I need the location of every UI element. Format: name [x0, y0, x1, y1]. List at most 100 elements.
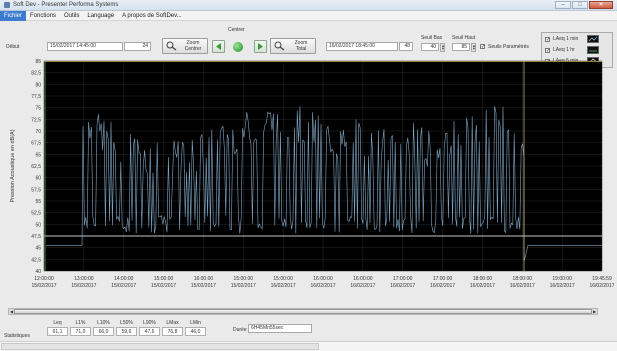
- x-tick-time: 18:00:00: [473, 276, 493, 282]
- stat-header: LMin: [190, 320, 201, 326]
- y-tick-label: 65: [35, 152, 41, 158]
- maximize-button[interactable]: □: [572, 1, 588, 9]
- start-count-field[interactable]: 24: [124, 42, 151, 51]
- menu-language[interactable]: Language: [87, 12, 115, 19]
- x-tick-date: 15/02/2017: [151, 283, 176, 289]
- x-tick-date: 16/02/2017: [510, 283, 535, 289]
- stat-leq: Leq 61,1: [47, 319, 68, 336]
- line-swatch-icon[interactable]: [587, 35, 599, 43]
- y-tick-label: 40: [35, 269, 41, 275]
- zoom-total-text: Zoom Total: [294, 40, 308, 52]
- zoom-total-button[interactable]: Zoom Total: [270, 38, 316, 54]
- previous-button[interactable]: [212, 40, 225, 53]
- x-tick-time: 17:00:00: [433, 276, 453, 282]
- duration-label: Durée: [233, 327, 247, 333]
- stat-l10: L10% 66,0: [93, 319, 114, 336]
- y-tick-label: 60: [35, 176, 41, 182]
- x-tick-time: 16:00:00: [313, 276, 333, 282]
- low-threshold-spinner[interactable]: ▲ ▼: [440, 43, 445, 52]
- y-tick-label: 47,5: [31, 234, 41, 240]
- legend-item-laeq-1min[interactable]: ✓ LAeq 1 min: [545, 35, 599, 43]
- zoom-out-button[interactable]: Zoom Centrer: [162, 38, 208, 54]
- stat-header: L50%: [120, 320, 133, 326]
- stat-l1: L1% 71,0: [70, 319, 91, 336]
- high-threshold-spinner[interactable]: ▲ ▼: [471, 43, 476, 52]
- scrollbar-thumb[interactable]: [14, 309, 592, 314]
- x-tick-date: 15/02/2017: [111, 283, 136, 289]
- y-tick-label: 67,5: [31, 141, 41, 147]
- start-datetime-field[interactable]: 15/02/2017 14:45:00: [47, 42, 123, 51]
- end-count-field[interactable]: 48: [399, 42, 413, 51]
- status-bar: [0, 341, 617, 351]
- threshold-checkbox[interactable]: ✓: [480, 44, 486, 50]
- x-tick-date: 16/02/2017: [430, 283, 455, 289]
- x-tick-time: 12:00:00: [34, 276, 54, 282]
- menu-fichier[interactable]: Fichier: [0, 10, 27, 21]
- x-tick-time: 16:00:00: [194, 276, 214, 282]
- x-tick-time: 16:00:00: [353, 276, 373, 282]
- scroll-left-icon[interactable]: ◀: [9, 309, 14, 314]
- y-tick-label: 85: [35, 59, 41, 65]
- window-title: Soft Dev - Presenter Performa Systems: [13, 2, 119, 8]
- stat-value: 61,1: [47, 327, 68, 336]
- arrow-right-icon: [258, 43, 263, 50]
- title-bar: Soft Dev - Presenter Performa Systems – …: [0, 0, 617, 11]
- high-threshold-field[interactable]: 85: [452, 43, 470, 51]
- close-button[interactable]: ✕: [589, 1, 613, 9]
- y-tick-label: 72,5: [31, 117, 41, 123]
- x-tick-time: 15:00:00: [234, 276, 254, 282]
- chart-svg[interactable]: 85 82,5 80 77,5 75 72,5 70 67,5 65 62,5 60 57,5 55 52…: [4, 59, 614, 309]
- y-tick-label: 77,5: [31, 94, 41, 100]
- stat-l50: L50% 59,6: [116, 319, 137, 336]
- line-swatch-icon[interactable]: [587, 46, 599, 54]
- stat-value: 76,8: [162, 327, 183, 336]
- magnifier-icon: [274, 41, 286, 51]
- arrow-left-icon: [216, 43, 221, 50]
- center-button[interactable]: [233, 42, 243, 52]
- x-tick-time: 17:00:00: [393, 276, 413, 282]
- x-tick-date: 16/02/2017: [550, 283, 575, 289]
- end-datetime-field[interactable]: 16/02/2017 18:45:00: [326, 42, 398, 51]
- stat-header: Leq: [53, 320, 62, 326]
- y-tick-label: 80: [35, 82, 41, 88]
- menu-about[interactable]: A propos de SoftDev...: [122, 12, 182, 19]
- legend-checkbox[interactable]: ✓: [545, 47, 551, 54]
- x-tick-time: 15:00:00: [154, 276, 174, 282]
- x-tick-time: 18:00:00: [513, 276, 533, 282]
- horizontal-scrollbar[interactable]: ◀ ▶: [8, 308, 598, 315]
- y-tick-label: 70: [35, 129, 41, 135]
- control-bar: Début 15/02/2017 14:45:00 24 Zoom Centrer…: [0, 21, 617, 61]
- minimize-button[interactable]: –: [555, 1, 571, 9]
- x-tick-date: 16/02/2017: [350, 283, 375, 289]
- stat-header: L90%: [143, 320, 156, 326]
- x-tick-date: 16/02/2017: [589, 283, 614, 289]
- menu-fonctions[interactable]: Fonctions: [30, 12, 57, 19]
- y-tick-label: 45: [35, 246, 41, 252]
- x-tick-date: 15/02/2017: [191, 283, 216, 289]
- stat-l90: L90% 47,6: [139, 319, 160, 336]
- stat-value: 71,0: [70, 327, 91, 336]
- stat-header: LMax: [166, 320, 179, 326]
- menu-outils[interactable]: Outils: [64, 12, 80, 19]
- x-tick-time: 13:00:00: [74, 276, 94, 282]
- y-tick-label: 42,5: [31, 257, 41, 263]
- y-tick-label: 62,5: [31, 164, 41, 170]
- statistics-title: Statistiques: [4, 333, 30, 339]
- x-tick-time: 19:00:00: [552, 276, 572, 282]
- stat-value: 47,6: [139, 327, 160, 336]
- x-tick-date: 15/02/2017: [71, 283, 96, 289]
- scroll-right-icon[interactable]: ▶: [592, 309, 597, 314]
- main-panel: Début 15/02/2017 14:45:00 24 Zoom Centrer…: [0, 21, 617, 351]
- stat-header: L10%: [97, 320, 110, 326]
- y-tick-label: 57,5: [31, 187, 41, 193]
- y-tick-label: 50: [35, 222, 41, 228]
- next-button[interactable]: [254, 40, 267, 53]
- legend-checkbox[interactable]: ✓: [545, 36, 551, 43]
- stat-value: 59,6: [116, 327, 137, 336]
- high-threshold-label: Seuil Haut: [452, 35, 476, 41]
- low-threshold-field[interactable]: 40: [421, 43, 439, 51]
- legend-item-laeq-1hr[interactable]: ✓ LAeq 1 hr: [545, 46, 599, 54]
- noise-chart[interactable]: 85 82,5 80 77,5 75 72,5 70 67,5 65 62,5 60 57,5 55 52…: [4, 59, 614, 309]
- x-tick-time: 19:45:59: [592, 276, 612, 282]
- start-label: Début: [6, 44, 20, 50]
